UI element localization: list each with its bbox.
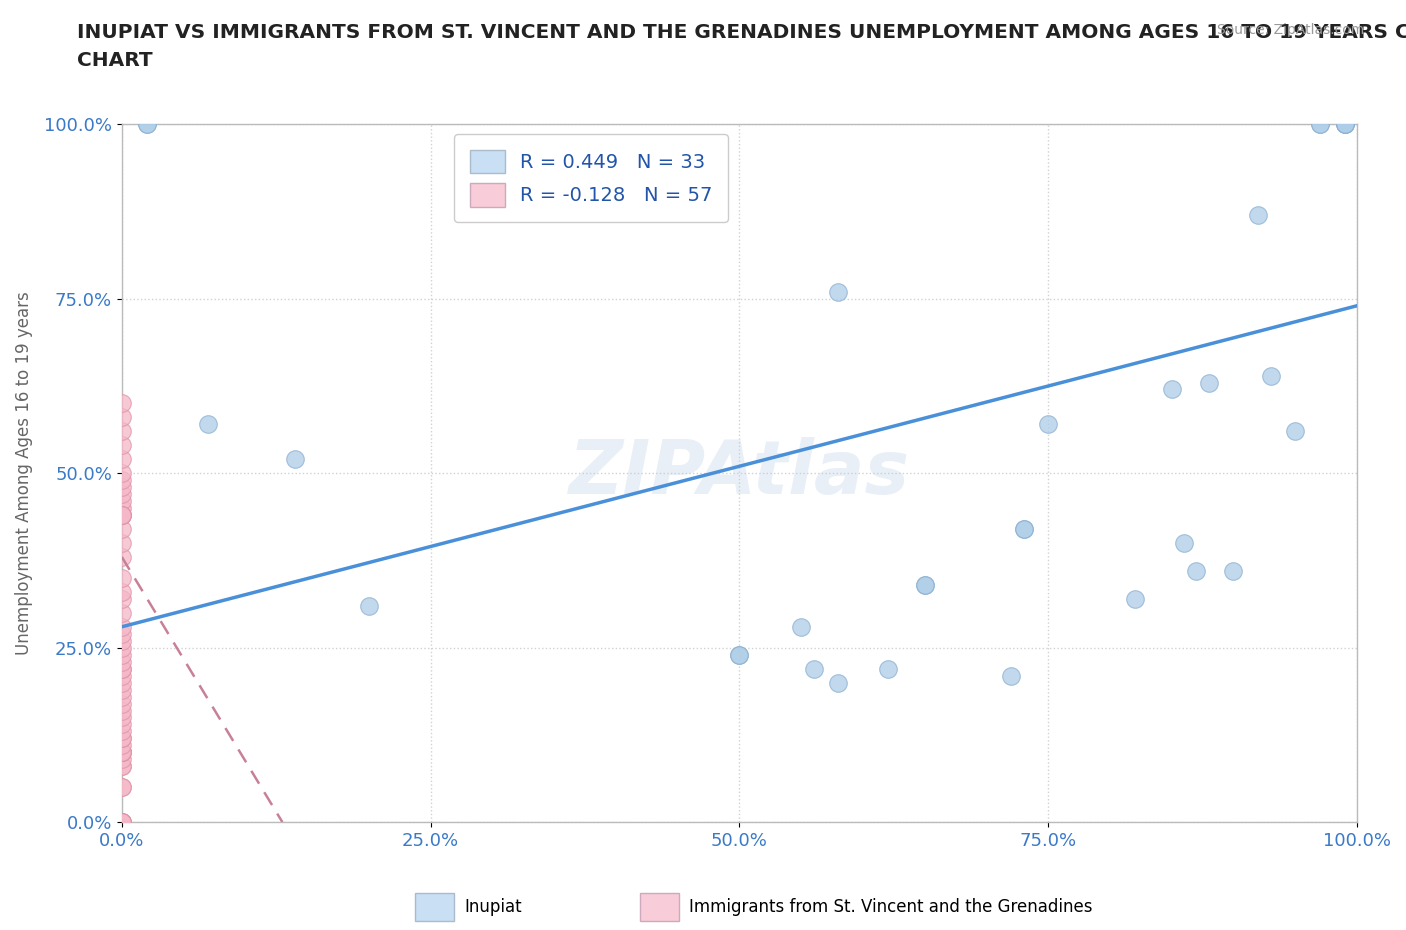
Point [111, 661, 134, 676]
Point [111, 752, 134, 767]
Point [111, 522, 134, 537]
Point [111, 396, 134, 411]
Point [284, 452, 307, 467]
Point [827, 285, 849, 299]
Point [111, 815, 134, 830]
Text: ZIPAtlas: ZIPAtlas [569, 437, 910, 510]
Point [728, 647, 751, 662]
Point [111, 724, 134, 739]
Point [111, 508, 134, 523]
Point [1284, 424, 1306, 439]
Point [111, 654, 134, 669]
Point [111, 500, 134, 515]
Point [111, 570, 134, 585]
Point [111, 745, 134, 760]
Point [1309, 117, 1331, 132]
Point [111, 696, 134, 711]
Point [1222, 564, 1244, 578]
Point [111, 745, 134, 760]
Point [111, 486, 134, 501]
Point [1160, 382, 1182, 397]
Point [111, 815, 134, 830]
Point [111, 640, 134, 655]
Point [111, 780, 134, 795]
Point [111, 536, 134, 551]
Point [111, 815, 134, 830]
Point [111, 731, 134, 746]
Point [111, 438, 134, 453]
Point [111, 815, 134, 830]
Point [111, 452, 134, 467]
Point [111, 626, 134, 641]
Point [111, 619, 134, 634]
Point [111, 682, 134, 697]
Point [111, 410, 134, 425]
Point [914, 578, 936, 592]
Point [1333, 117, 1355, 132]
Point [1333, 117, 1355, 132]
Point [1333, 117, 1355, 132]
Point [111, 717, 134, 732]
Text: CHART: CHART [77, 51, 153, 70]
Point [111, 472, 134, 487]
Point [111, 466, 134, 481]
Point [111, 480, 134, 495]
Text: Source: ZipAtlas.com: Source: ZipAtlas.com [1216, 23, 1364, 37]
Text: Inupiat: Inupiat [464, 897, 522, 916]
Point [1012, 522, 1035, 537]
Point [827, 675, 849, 690]
Point [111, 584, 134, 599]
Point [111, 494, 134, 509]
Point [111, 703, 134, 718]
Point [111, 738, 134, 753]
Point [111, 508, 134, 523]
Point [111, 731, 134, 746]
Point [1260, 368, 1282, 383]
Point [111, 508, 134, 523]
Point [1000, 668, 1022, 683]
Point [1333, 117, 1355, 132]
Point [111, 711, 134, 725]
Point [111, 550, 134, 565]
Text: INUPIAT VS IMMIGRANTS FROM ST. VINCENT AND THE GRENADINES UNEMPLOYMENT AMONG AGE: INUPIAT VS IMMIGRANTS FROM ST. VINCENT A… [77, 23, 1406, 42]
Point [111, 424, 134, 439]
Point [111, 661, 134, 676]
Point [111, 745, 134, 760]
Point [135, 117, 157, 132]
Point [1173, 536, 1195, 551]
Point [111, 647, 134, 662]
Point [111, 745, 134, 760]
Point [111, 633, 134, 648]
Point [111, 689, 134, 704]
Point [111, 508, 134, 523]
Point [111, 759, 134, 774]
Point [1247, 207, 1270, 222]
Legend: R = 0.449   N = 33, R = -0.128   N = 57: R = 0.449 N = 33, R = -0.128 N = 57 [454, 134, 728, 222]
Point [111, 668, 134, 683]
Point [1012, 522, 1035, 537]
Point [914, 578, 936, 592]
Point [1123, 591, 1146, 606]
Point [111, 675, 134, 690]
Point [790, 619, 813, 634]
Point [111, 780, 134, 795]
Point [1038, 417, 1060, 432]
Point [728, 647, 751, 662]
Point [111, 591, 134, 606]
Point [135, 117, 157, 132]
Point [111, 759, 134, 774]
Point [803, 661, 825, 676]
Point [876, 661, 898, 676]
Point [1309, 117, 1331, 132]
Point [1185, 564, 1208, 578]
Point [357, 598, 380, 613]
Y-axis label: Unemployment Among Ages 16 to 19 years: Unemployment Among Ages 16 to 19 years [15, 291, 32, 655]
Point [111, 605, 134, 620]
Text: Immigrants from St. Vincent and the Grenadines: Immigrants from St. Vincent and the Gren… [689, 897, 1092, 916]
Point [197, 417, 219, 432]
Point [111, 815, 134, 830]
Point [1198, 375, 1220, 390]
Point [111, 745, 134, 760]
